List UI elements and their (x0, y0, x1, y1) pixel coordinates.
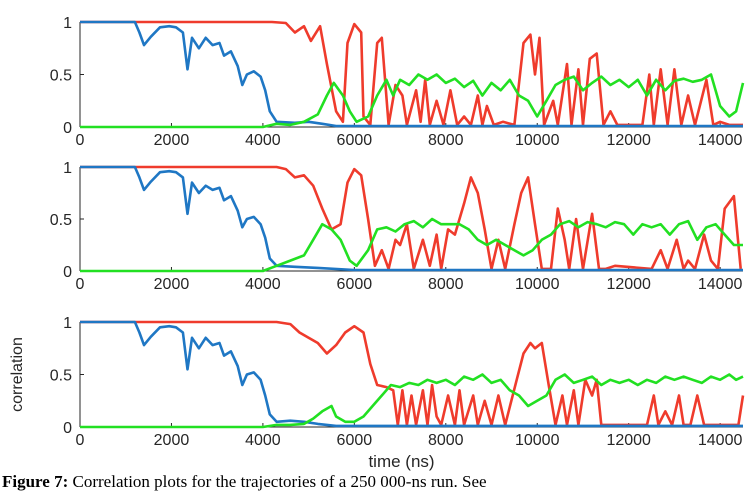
x-tick-label: 2000 (154, 432, 190, 449)
series-line-green (80, 73, 745, 129)
x-tick-label: 2000 (154, 276, 190, 293)
x-tick-label: 12000 (606, 432, 651, 449)
x-tick-label: 4000 (245, 132, 281, 149)
x-tick-label: 0 (76, 132, 85, 149)
figure-caption: Figure 7: Correlation plots for the traj… (2, 472, 487, 492)
x-tick-label: 10000 (515, 132, 560, 149)
x-tick-label: 10000 (515, 276, 560, 293)
x-tick-label: 10000 (515, 432, 560, 449)
x-tick-label: 0 (76, 432, 85, 449)
series-line-blue (80, 320, 743, 428)
x-tick-label: 6000 (337, 276, 373, 293)
series-line-red (80, 320, 745, 427)
y-tick-label: 0.5 (50, 212, 72, 229)
x-tick-label: 6000 (337, 432, 373, 449)
x-tick-label: 4000 (245, 276, 281, 293)
x-tick-label: 8000 (428, 276, 464, 293)
series-line-green (80, 217, 743, 273)
x-tick-label: 14000 (698, 432, 743, 449)
x-tick-label: 6000 (337, 132, 373, 149)
x-tick-label: 14000 (698, 132, 743, 149)
y-tick-label: 0 (63, 264, 72, 281)
series-line-red (80, 165, 742, 271)
y-tick-label: 1 (63, 160, 72, 177)
x-tick-label: 8000 (428, 132, 464, 149)
x-tick-label: 12000 (606, 276, 651, 293)
series-line-green (80, 373, 744, 429)
chart-panel-2: 0 2000 4000 6000 8000 10000 12000 14000 0 0.5 1 (50, 160, 743, 293)
x-tick-label: 14000 (698, 276, 743, 293)
y-tick-label: 1 (63, 15, 72, 32)
x-tick-label: 4000 (245, 432, 281, 449)
x-tick-label: 0 (76, 276, 85, 293)
y-tick-label: 1 (63, 315, 72, 332)
x-tick-label: 2000 (154, 132, 190, 149)
x-axis-label: time (ns) (368, 452, 434, 471)
y-tick-label: 0 (63, 420, 72, 437)
chart-panel-1: 0 2000 4000 6000 8000 10000 12000 14000 0 0.5 1 (50, 15, 745, 149)
y-tick-label: 0 (63, 120, 72, 137)
caption-label: Figure 7: (2, 472, 69, 491)
y-tick-label: 0.5 (50, 68, 72, 85)
series-line-blue (80, 165, 743, 272)
x-tick-label: 8000 (428, 432, 464, 449)
x-tick-label: 12000 (606, 132, 651, 149)
y-tick-label: 0.5 (50, 368, 72, 385)
series-line-red (80, 20, 743, 127)
y-axis-label: correlation (9, 337, 26, 412)
chart-panel-3: 0 2000 4000 6000 8000 10000 12000 14000 0 0.5 1 cor… (9, 315, 745, 471)
caption-text: Correlation plots for the trajectories o… (68, 472, 487, 491)
